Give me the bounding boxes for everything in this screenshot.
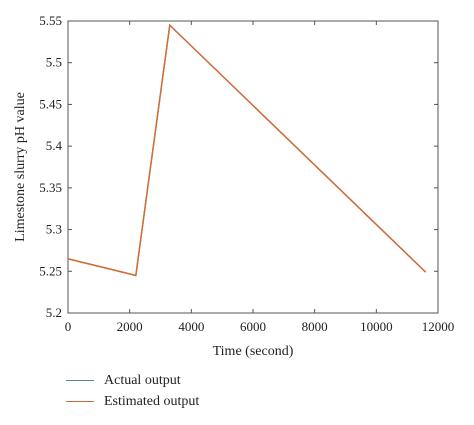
legend: Actual output Estimated output bbox=[66, 370, 199, 412]
x-tick-label: 6000 bbox=[240, 319, 266, 334]
plot-area-frame bbox=[67, 20, 439, 314]
x-tick-label: 2000 bbox=[117, 319, 143, 334]
x-axis-label: Time (second) bbox=[213, 344, 294, 359]
series-line-estimated bbox=[67, 23, 427, 277]
y-tick-label: 5.4 bbox=[46, 138, 63, 153]
y-tick-label: 5.25 bbox=[39, 263, 62, 278]
x-tick-label: 12000 bbox=[422, 319, 455, 334]
y-tick-label: 5.5 bbox=[46, 55, 62, 70]
legend-label-estimated: Estimated output bbox=[104, 393, 200, 409]
legend-swatch-estimated bbox=[66, 401, 94, 402]
y-tick-label: 5.55 bbox=[39, 13, 62, 28]
x-tick-label: 10000 bbox=[360, 319, 393, 334]
x-tick-label: 0 bbox=[65, 319, 72, 334]
y-tick-label: 5.3 bbox=[46, 222, 62, 237]
y-tick-label: 5.45 bbox=[39, 96, 62, 111]
legend-label-actual: Actual output bbox=[104, 372, 181, 388]
x-tick-label: 8000 bbox=[302, 319, 328, 334]
y-tick-label: 5.2 bbox=[46, 305, 62, 320]
legend-item-actual: Actual output bbox=[66, 370, 199, 391]
x-tick-label: 4000 bbox=[178, 319, 204, 334]
legend-item-estimated: Estimated output bbox=[66, 391, 199, 412]
y-tick-label: 5.35 bbox=[39, 180, 62, 195]
y-axis-label: Limestone slurry pH value bbox=[13, 92, 28, 242]
series-line-actual bbox=[67, 23, 427, 277]
line-chart: 0 2000 4000 6000 8000 10000 12000 5.2 5.25 5.3 5.… bbox=[13, 13, 455, 359]
legend-swatch-actual bbox=[66, 380, 94, 381]
